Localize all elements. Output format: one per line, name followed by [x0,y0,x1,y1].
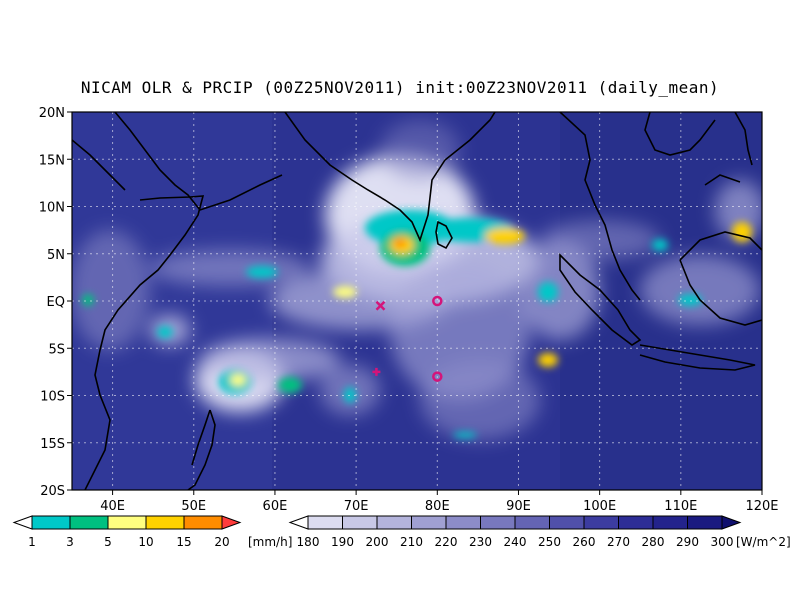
x-tick-label: 40E [100,499,125,514]
colorbar-label: 280 [642,535,665,549]
y-tick-label: 5N [47,248,65,263]
x-tick-label: 90E [506,499,531,514]
olr-colorbar: 180 190 200 210 220 230 240 250 260 270 280 290 300[… [288,515,791,549]
colorbar-label: 270 [607,535,630,549]
colorbar-swatch [107,515,147,530]
colorbar-label: 200 [366,535,389,549]
grid-lines [72,112,762,490]
x-tick-label: 100E [583,499,616,514]
colorbar-low-arrow [12,515,33,530]
x-tick-label: 120E [745,499,778,514]
y-tick-label: 20S [40,484,65,499]
y-tick-label: 10N [39,201,65,216]
y-tick-label: EQ [47,295,65,310]
x-tick-label: 60E [263,499,288,514]
colorbar-swatch [583,515,619,530]
colorbar-swatch [480,515,516,530]
colorbar-swatch [307,515,343,530]
colorbar-label: 10 [138,535,153,549]
colorbar-label: 210 [400,535,423,549]
colorbar-swatch [145,515,185,530]
y-axis: 20N 15N 10N 5N EQ 5S 10S 15S 20S [39,106,72,499]
colorbar-swatch [31,515,71,530]
precip-colorbar: 1 3 5 10 15 20 [mm/h] [12,515,292,549]
colorbar-label: 230 [469,535,492,549]
colorbar-label: 1 [28,535,36,549]
colorbar-label: 240 [504,535,527,549]
storm-circle-marker [432,371,443,382]
storm-plus-marker [372,367,381,376]
colorbar-label: 250 [538,535,561,549]
y-tick-label: 20N [39,106,65,121]
colorbar-swatch [69,515,109,530]
colorbar-swatch [445,515,481,530]
precip-patches [82,210,752,438]
colorbar-swatch [376,515,412,530]
colorbar-swatch [618,515,654,530]
colorbar-swatch [652,515,688,530]
x-tick-label: 70E [344,499,369,514]
colorbar-swatch [514,515,550,530]
colorbar-unit: [W/m^2] [736,535,791,549]
y-tick-label: 15S [40,437,65,452]
storm-x-marker [375,300,386,311]
colorbar-label: 190 [331,535,354,549]
coastlines [72,112,762,490]
y-tick-label: 10S [40,390,65,405]
x-axis: 40E 50E 60E 70E 80E 90E 100E 110E 120E [100,490,779,514]
colorbar-low-arrow [288,515,309,530]
x-tick-label: 80E [425,499,450,514]
y-tick-label: 15N [39,153,65,168]
colorbar-swatch [183,515,223,530]
colorbar-swatch [549,515,585,530]
x-tick-label: 50E [181,499,206,514]
colorbar-swatch [342,515,378,530]
colorbar-label: 180 [297,535,320,549]
colorbar-label: 5 [104,535,112,549]
colorbar-swatch [411,515,447,530]
colorbar-swatch [687,515,723,530]
colorbar-label: 290 [676,535,699,549]
colorbar-label: 3 [66,535,74,549]
storm-markers [372,295,443,382]
colorbar-label: 15 [176,535,191,549]
storm-circle-marker [432,295,443,307]
colorbar-high-arrow [221,515,242,530]
colorbar-label: 20 [214,535,229,549]
colorbar-label: 220 [435,535,458,549]
y-tick-label: 5S [48,342,65,357]
colorbar-high-arrow [721,515,742,530]
plot-area [72,112,762,490]
colorbar-label: 260 [573,535,596,549]
colorbar-label: 300 [711,535,734,549]
x-tick-label: 110E [664,499,697,514]
map-title: NICAM OLR & PRCIP (00Z25NOV2011) init:00… [80,78,720,97]
colorbar-unit: [mm/h] [248,535,292,549]
